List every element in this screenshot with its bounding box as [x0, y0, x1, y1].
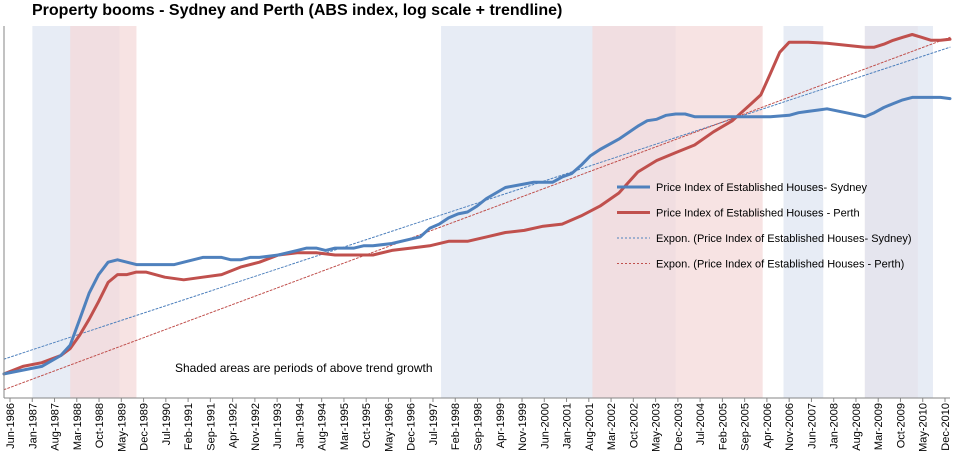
legend-label-2: Price Index of Established Houses - Pert… [656, 208, 860, 220]
x-tick-label: May-2003 [651, 403, 663, 452]
x-tick-label: Dec-1989 [139, 403, 151, 451]
x-tick-label: Jul-1997 [428, 403, 440, 445]
series-line-2 [2, 33, 952, 376]
x-tick-label: Jun-2007 [806, 403, 818, 449]
x-tick-label: Jun-2000 [539, 403, 551, 449]
series-line-1 [2, 95, 952, 376]
x-tick-label: Aug-1987 [50, 403, 62, 451]
x-tick-label: Oct-2009 [895, 403, 907, 448]
x-tick-label: Jan-2001 [562, 403, 574, 449]
x-tick-label: Apr-1992 [228, 403, 240, 448]
x-tick-label: Nov-1992 [250, 403, 262, 451]
series-line-3 [3, 46, 951, 360]
x-tick-label: Aug-2008 [851, 403, 863, 451]
annotation-text: Shaded areas are periods of above trend … [175, 361, 433, 375]
x-tick-label: Feb-2005 [717, 403, 729, 450]
x-tick-label: Jan-2008 [829, 403, 841, 449]
x-axis-ticks: Jun-1986 Jan-1987 Aug-1987 Mar-1988 Oct-1988… [5, 398, 952, 452]
x-tick-label: Jun-1993 [272, 403, 284, 449]
x-tick-label: Jun-1986 [5, 403, 17, 449]
x-tick-label: Mar-1988 [72, 403, 84, 450]
x-tick-label: Oct-2002 [628, 403, 640, 448]
x-tick-label: Sep-1998 [473, 403, 485, 451]
x-tick-label: May-2010 [918, 403, 930, 452]
legend: Price Index of Established Houses- Sydne… [617, 182, 912, 271]
chart-title: Property booms - Sydney and Perth (ABS i… [32, 2, 563, 19]
x-tick-label: Aug-1994 [317, 403, 329, 451]
x-tick-label: Jul-2004 [695, 403, 707, 445]
shaded-band-2 [70, 26, 137, 398]
legend-label-3: Expon. (Price Index of Established House… [656, 233, 912, 245]
x-tick-label: Jan-1994 [294, 403, 306, 449]
x-tick-label: Nov-1999 [517, 403, 529, 451]
x-tick-label: Dec-2010 [940, 403, 952, 451]
x-tick-label: Jan-1987 [27, 403, 39, 449]
legend-label-1: Price Index of Established Houses- Sydne… [656, 182, 867, 194]
x-tick-label: May-1996 [383, 403, 395, 452]
x-tick-label: Mar-1995 [339, 403, 351, 450]
x-tick-label: Feb-1998 [450, 403, 462, 450]
shaded-band-5 [783, 26, 824, 398]
x-tick-label: Dec-1996 [406, 403, 418, 451]
x-tick-label: Oct-1988 [94, 403, 106, 448]
x-tick-label: Sep-2005 [740, 403, 752, 451]
x-tick-label: Mar-2009 [873, 403, 885, 450]
x-tick-label: May-1989 [116, 403, 128, 452]
legend-label-4: Expon. (Price Index of Established House… [656, 259, 904, 271]
x-tick-label: Jul-1990 [161, 403, 173, 445]
series-lines [2, 33, 952, 391]
x-tick-label: Mar-2002 [606, 403, 618, 450]
x-tick-label: Feb-1991 [183, 403, 195, 450]
x-tick-label: Sep-1991 [205, 403, 217, 451]
x-tick-label: Dec-2003 [673, 403, 685, 451]
series-line-4 [3, 36, 951, 391]
x-tick-label: Aug-2001 [584, 403, 596, 451]
x-tick-label: Apr-2006 [762, 403, 774, 448]
shaded-band-7 [864, 26, 933, 398]
x-tick-label: Apr-1999 [495, 403, 507, 448]
x-tick-label: Oct-1995 [361, 403, 373, 448]
x-tick-label: Nov-2006 [784, 403, 796, 451]
